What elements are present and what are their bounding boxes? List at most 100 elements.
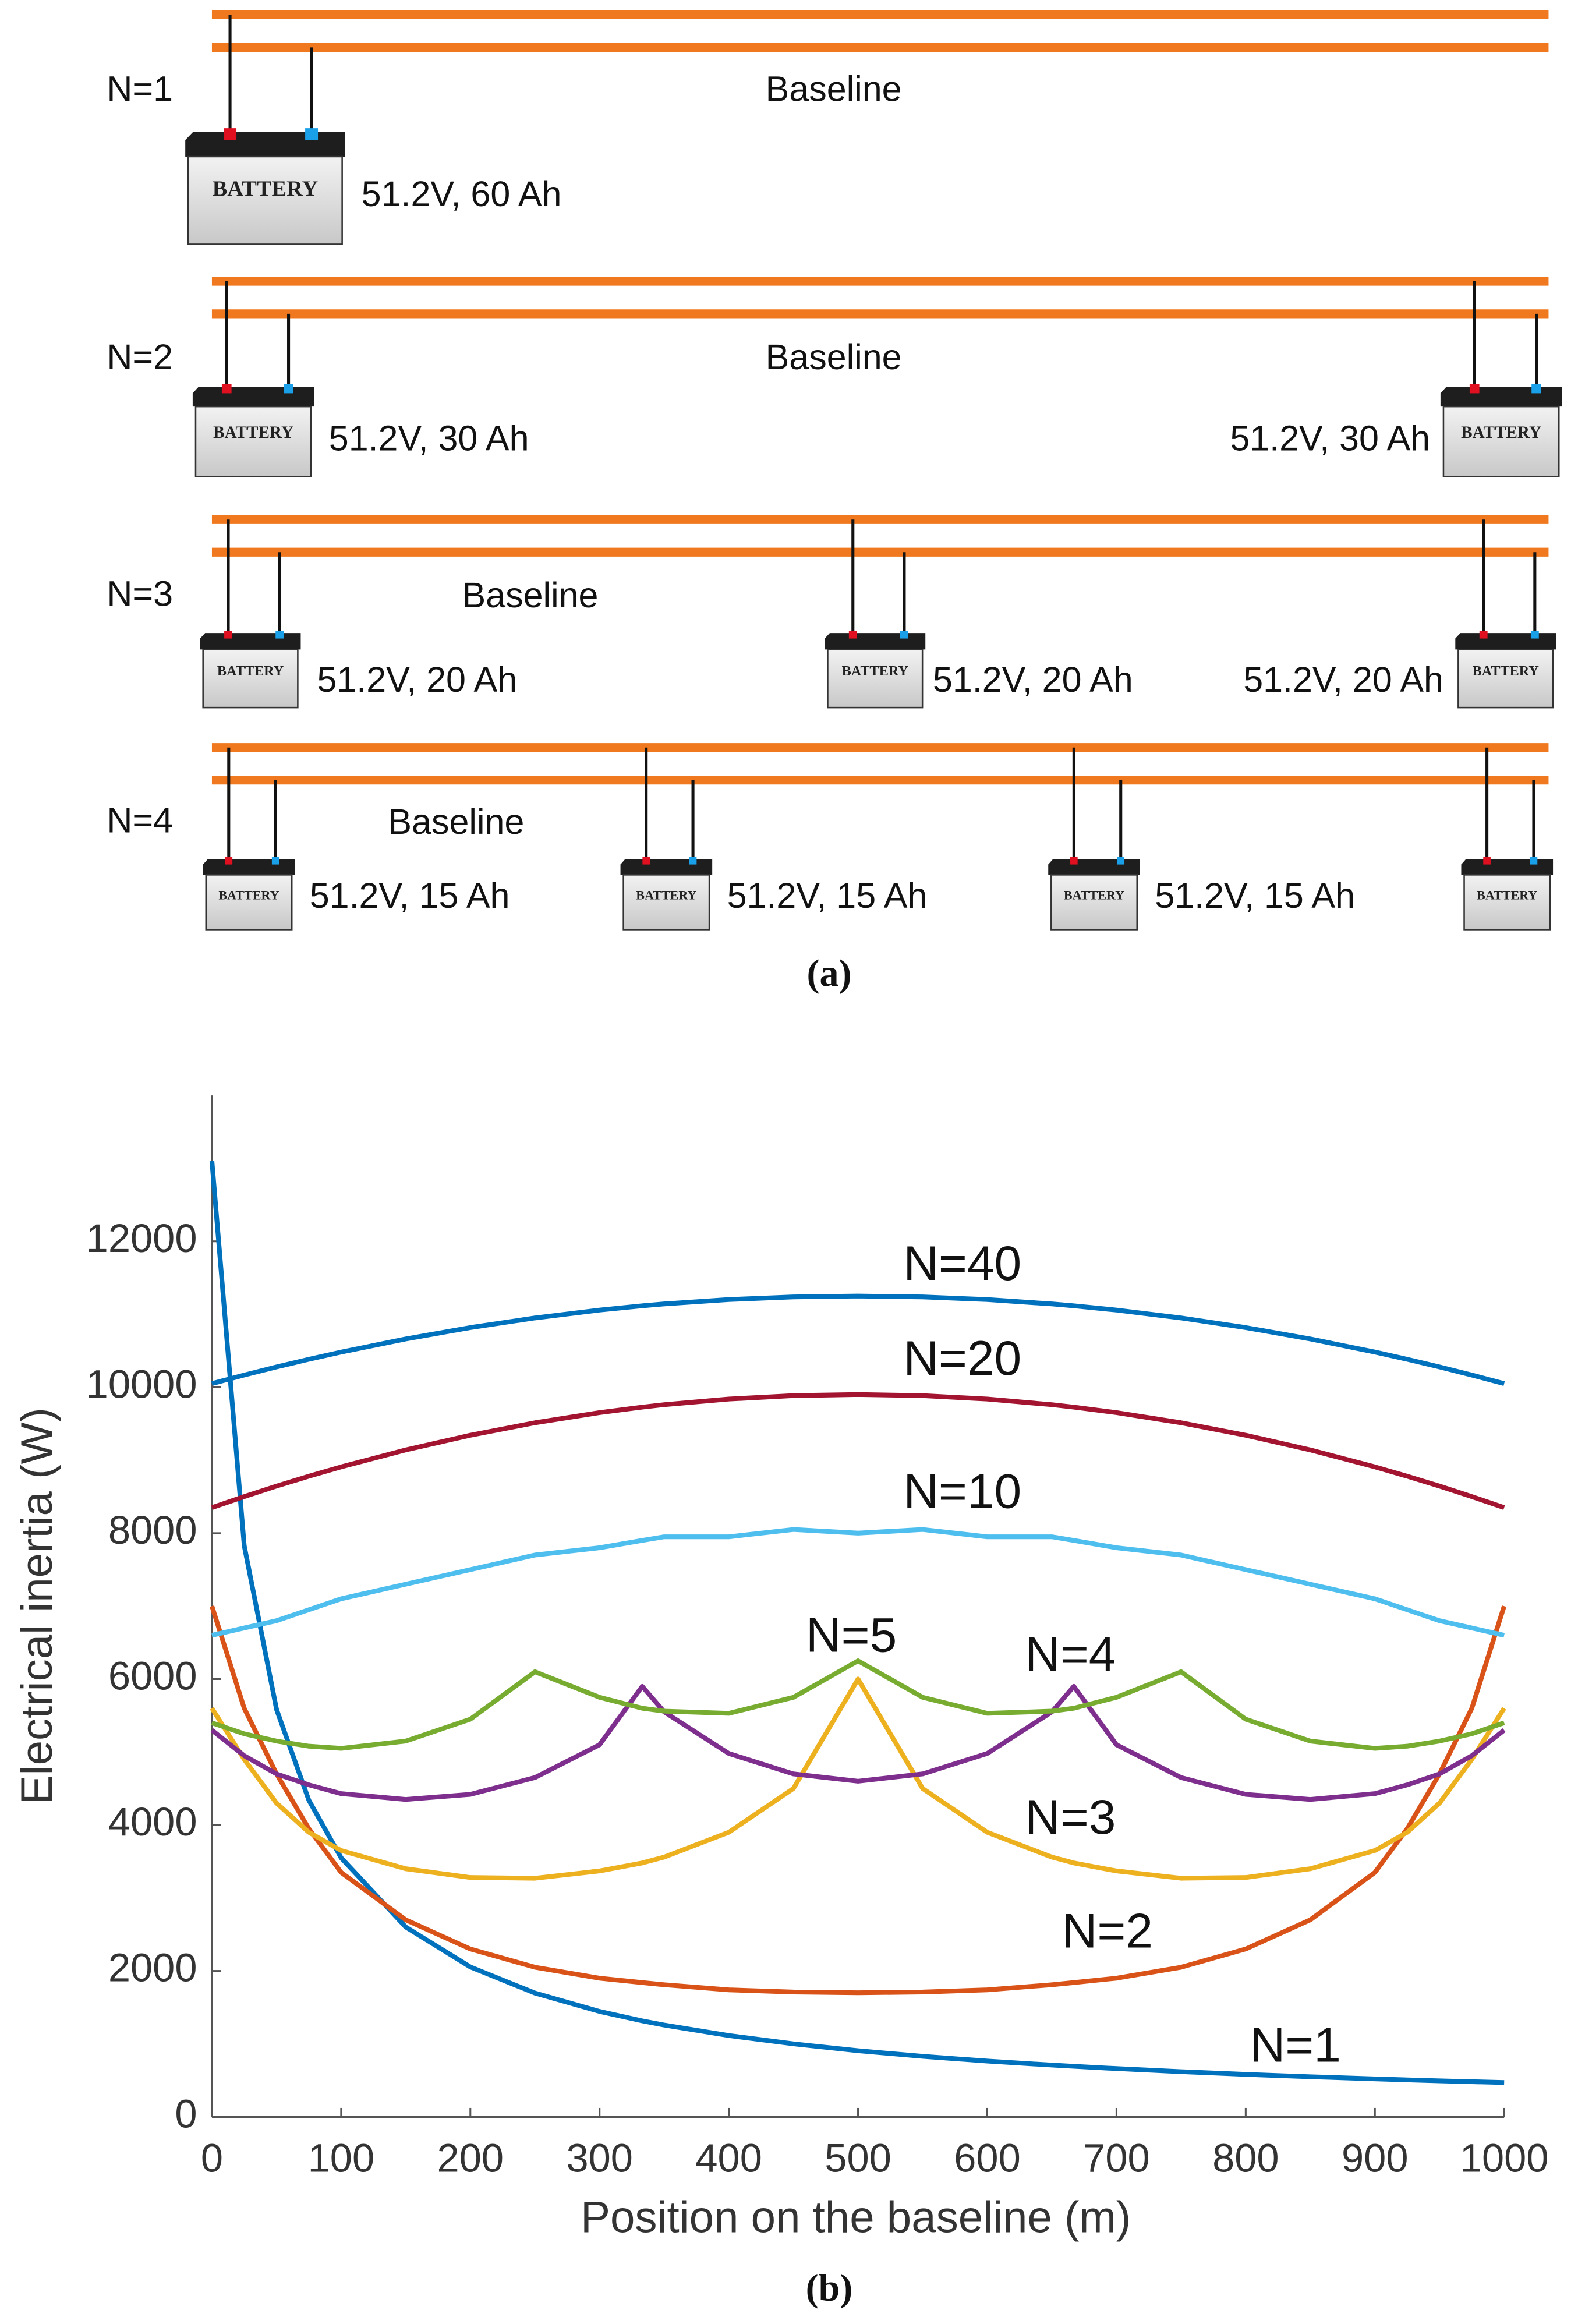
battery-label: 51.2V, 15 Ah	[727, 876, 928, 915]
series-label: N=5	[806, 1607, 897, 1662]
series-label: N=1	[1250, 2017, 1341, 2072]
x-axis-title: Position on the baseline (m)	[581, 2192, 1131, 2242]
terminal-neg	[1530, 857, 1538, 865]
terminal-neg	[305, 128, 319, 140]
terminal-neg	[271, 857, 279, 865]
battery-body	[1050, 874, 1138, 931]
battery-lid	[620, 859, 713, 875]
x-tick-label: 800	[1212, 2136, 1279, 2181]
terminal-pos	[224, 128, 237, 140]
battery-lid	[203, 859, 295, 875]
battery-icon-text: BATTERY	[218, 887, 279, 902]
battery-body	[205, 874, 293, 931]
y-tick-label: 10000	[86, 1361, 197, 1406]
row-label: N=2	[107, 337, 173, 377]
series-line	[210, 1676, 1506, 1881]
battery-body	[1442, 405, 1560, 477]
battery-label: 51.2V, 20 Ah	[1243, 660, 1443, 699]
battery-label: 51.2V, 30 Ah	[329, 419, 529, 458]
battery-label: 51.2V, 30 Ah	[1230, 419, 1430, 458]
battery-label: 51.2V, 15 Ah	[310, 876, 510, 915]
terminal-pos	[1070, 857, 1078, 865]
battery-body	[1463, 874, 1551, 931]
battery-icon-text: BATTERY	[1473, 663, 1539, 679]
terminal-pos	[224, 631, 232, 639]
terminal-neg	[1117, 857, 1125, 865]
series-label: N=40	[903, 1236, 1021, 1290]
series-label: N=3	[1025, 1789, 1116, 1844]
battery-lid	[1440, 386, 1562, 407]
battery-icon-text: BATTERY	[842, 663, 908, 679]
series-line	[211, 1293, 1505, 1386]
battery-icon-text: BATTERY	[217, 663, 284, 679]
battery-label: 51.2V, 20 Ah	[317, 660, 517, 699]
row-label: N=3	[107, 574, 173, 614]
x-tick-label: 200	[437, 2136, 504, 2181]
y-tick-label: 4000	[108, 1799, 197, 1844]
baseline-label: Baseline	[462, 575, 598, 615]
battery-lid	[1048, 859, 1140, 875]
terminal-pos	[1479, 631, 1488, 639]
x-tick-label: 500	[825, 2136, 891, 2181]
series-line	[209, 1161, 1505, 2085]
series-label: N=2	[1062, 1904, 1153, 1958]
battery-body	[194, 405, 312, 477]
series-line	[210, 1605, 1507, 1996]
battery-lid	[200, 633, 301, 650]
series-line	[210, 1683, 1506, 1802]
battery-body	[622, 874, 710, 931]
battery-lid	[185, 132, 345, 157]
y-tick-label: 6000	[108, 1654, 197, 1699]
battery-icon-text: BATTERY	[1461, 423, 1541, 442]
x-tick-label: 100	[308, 2136, 375, 2181]
x-tick-label: 600	[954, 2136, 1021, 2181]
terminal-pos	[1483, 857, 1491, 865]
battery-label: 51.2V, 20 Ah	[933, 660, 1133, 699]
battery-icon-text: BATTERY	[1477, 887, 1537, 902]
terminal-pos	[221, 384, 232, 394]
battery-body	[187, 155, 343, 245]
battery-lid	[1461, 859, 1554, 875]
terminal-neg	[284, 384, 293, 394]
x-tick-label: 300	[566, 2136, 633, 2181]
battery-icon-text: BATTERY	[636, 887, 696, 902]
battery-body	[202, 649, 299, 709]
x-tick-label: 0	[201, 2136, 223, 2181]
terminal-pos	[642, 857, 650, 865]
caption-b: (b)	[806, 2266, 853, 2309]
x-tick-label: 700	[1083, 2136, 1149, 2181]
series-label: N=4	[1025, 1626, 1116, 1681]
terminal-pos	[1469, 384, 1480, 394]
y-axis-title: Electrical inertia (W)	[12, 1407, 62, 1805]
terminal-pos	[225, 857, 233, 865]
x-tick-label: 1000	[1460, 2136, 1549, 2181]
terminal-neg	[689, 857, 697, 865]
baseline-label: Baseline	[766, 337, 902, 377]
y-tick-label: 0	[175, 2091, 197, 2136]
terminal-neg	[900, 631, 908, 639]
battery-body	[827, 649, 924, 709]
caption-a: (a)	[806, 952, 851, 995]
y-tick-label: 8000	[108, 1508, 197, 1552]
series-line	[211, 1658, 1505, 1751]
y-tick-label: 12000	[86, 1216, 197, 1261]
terminal-neg	[1530, 631, 1539, 639]
battery-label: 51.2V, 60 Ah	[362, 174, 562, 214]
series-label: N=10	[903, 1464, 1021, 1519]
baseline-label: Baseline	[388, 802, 524, 841]
battery-lid	[192, 386, 314, 407]
y-tick-label: 2000	[108, 1945, 197, 1990]
terminal-neg	[275, 631, 284, 639]
battery-icon-text: BATTERY	[1064, 887, 1124, 902]
x-tick-label: 400	[695, 2136, 762, 2181]
terminal-pos	[848, 631, 857, 639]
battery-lid	[825, 633, 926, 650]
battery-label: 51.2V, 15 Ah	[1155, 876, 1355, 915]
row-label: N=1	[107, 69, 173, 109]
x-tick-label: 900	[1342, 2136, 1409, 2181]
battery-lid	[1455, 633, 1556, 650]
battery-icon-text: BATTERY	[213, 177, 319, 201]
baseline-label: Baseline	[766, 69, 902, 109]
